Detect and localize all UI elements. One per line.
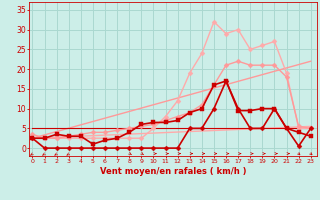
X-axis label: Vent moyen/en rafales ( km/h ): Vent moyen/en rafales ( km/h ) [100,167,246,176]
